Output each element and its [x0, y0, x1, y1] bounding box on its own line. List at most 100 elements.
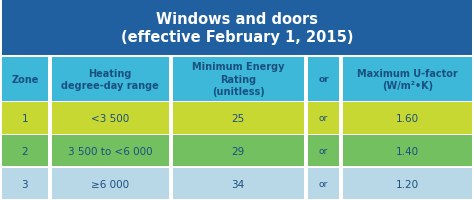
- Text: 1.20: 1.20: [396, 179, 419, 189]
- Bar: [171, 199, 306, 200]
- Text: Zone: Zone: [11, 75, 38, 84]
- Bar: [171, 135, 173, 167]
- Bar: [306, 57, 308, 102]
- Bar: [341, 57, 343, 102]
- Bar: [0, 167, 2, 200]
- Bar: [0, 102, 50, 103]
- Text: 34: 34: [232, 179, 245, 189]
- Bar: [0, 0, 2, 57]
- Bar: [48, 135, 50, 167]
- Bar: [50, 102, 171, 135]
- Bar: [0, 57, 50, 58]
- Bar: [171, 57, 173, 102]
- Text: Maximum U-factor
(W/m²•K): Maximum U-factor (W/m²•K): [357, 68, 458, 91]
- Bar: [341, 57, 474, 102]
- Bar: [171, 102, 306, 103]
- Bar: [304, 135, 306, 167]
- Bar: [50, 135, 52, 167]
- Bar: [304, 167, 306, 200]
- Bar: [171, 134, 306, 135]
- Bar: [50, 167, 52, 200]
- Bar: [306, 102, 308, 135]
- Bar: [48, 167, 50, 200]
- Text: 29: 29: [232, 146, 245, 156]
- Bar: [0, 134, 50, 135]
- Bar: [48, 57, 50, 102]
- Bar: [50, 167, 171, 168]
- Bar: [48, 102, 50, 135]
- Bar: [339, 57, 341, 102]
- Bar: [306, 57, 341, 58]
- Bar: [171, 167, 306, 168]
- Bar: [341, 102, 474, 135]
- Bar: [171, 102, 306, 135]
- Bar: [0, 0, 474, 1]
- Bar: [50, 57, 171, 102]
- Bar: [306, 134, 341, 135]
- Bar: [304, 57, 306, 102]
- Text: 1.40: 1.40: [396, 146, 419, 156]
- Bar: [472, 57, 474, 102]
- Bar: [341, 102, 343, 135]
- Text: 1: 1: [22, 113, 28, 123]
- Bar: [0, 102, 50, 135]
- Bar: [169, 167, 171, 200]
- Bar: [339, 102, 341, 135]
- Bar: [171, 57, 306, 58]
- Bar: [169, 57, 171, 102]
- Bar: [306, 199, 341, 200]
- Bar: [304, 102, 306, 135]
- Bar: [341, 167, 343, 200]
- Bar: [50, 134, 171, 135]
- Bar: [169, 102, 171, 135]
- Bar: [50, 102, 52, 135]
- Bar: [306, 167, 341, 200]
- Bar: [341, 135, 474, 167]
- Bar: [339, 167, 341, 200]
- Bar: [50, 101, 171, 102]
- Bar: [341, 199, 474, 200]
- Bar: [306, 57, 341, 102]
- Bar: [0, 0, 474, 57]
- Bar: [50, 57, 171, 58]
- Bar: [341, 102, 474, 103]
- Bar: [171, 102, 173, 135]
- Text: ≥6 000: ≥6 000: [91, 179, 129, 189]
- Bar: [50, 135, 171, 167]
- Bar: [341, 101, 474, 102]
- Bar: [50, 167, 171, 200]
- Bar: [341, 135, 343, 167]
- Bar: [50, 57, 52, 102]
- Text: Windows and doors
(effective February 1, 2015): Windows and doors (effective February 1,…: [121, 12, 353, 45]
- Bar: [341, 167, 474, 168]
- Bar: [0, 57, 50, 102]
- Text: or: or: [319, 179, 328, 188]
- Text: or: or: [319, 114, 328, 123]
- Bar: [50, 102, 171, 103]
- Bar: [0, 101, 50, 102]
- Text: 2: 2: [22, 146, 28, 156]
- Bar: [0, 102, 2, 135]
- Bar: [0, 167, 50, 200]
- Bar: [306, 102, 341, 103]
- Bar: [0, 167, 50, 168]
- Text: or: or: [318, 75, 329, 84]
- Bar: [306, 167, 308, 200]
- Bar: [0, 57, 2, 102]
- Bar: [171, 57, 306, 102]
- Bar: [341, 57, 474, 58]
- Bar: [306, 135, 308, 167]
- Bar: [306, 102, 341, 135]
- Bar: [50, 199, 171, 200]
- Text: 3 500 to <6 000: 3 500 to <6 000: [68, 146, 153, 156]
- Bar: [341, 134, 474, 135]
- Bar: [169, 135, 171, 167]
- Bar: [0, 199, 50, 200]
- Bar: [0, 56, 474, 57]
- Bar: [339, 135, 341, 167]
- Bar: [171, 135, 306, 167]
- Text: Minimum Energy
Rating
(unitless): Minimum Energy Rating (unitless): [192, 62, 284, 97]
- Text: <3 500: <3 500: [91, 113, 129, 123]
- Bar: [171, 167, 306, 200]
- Text: 1.60: 1.60: [396, 113, 419, 123]
